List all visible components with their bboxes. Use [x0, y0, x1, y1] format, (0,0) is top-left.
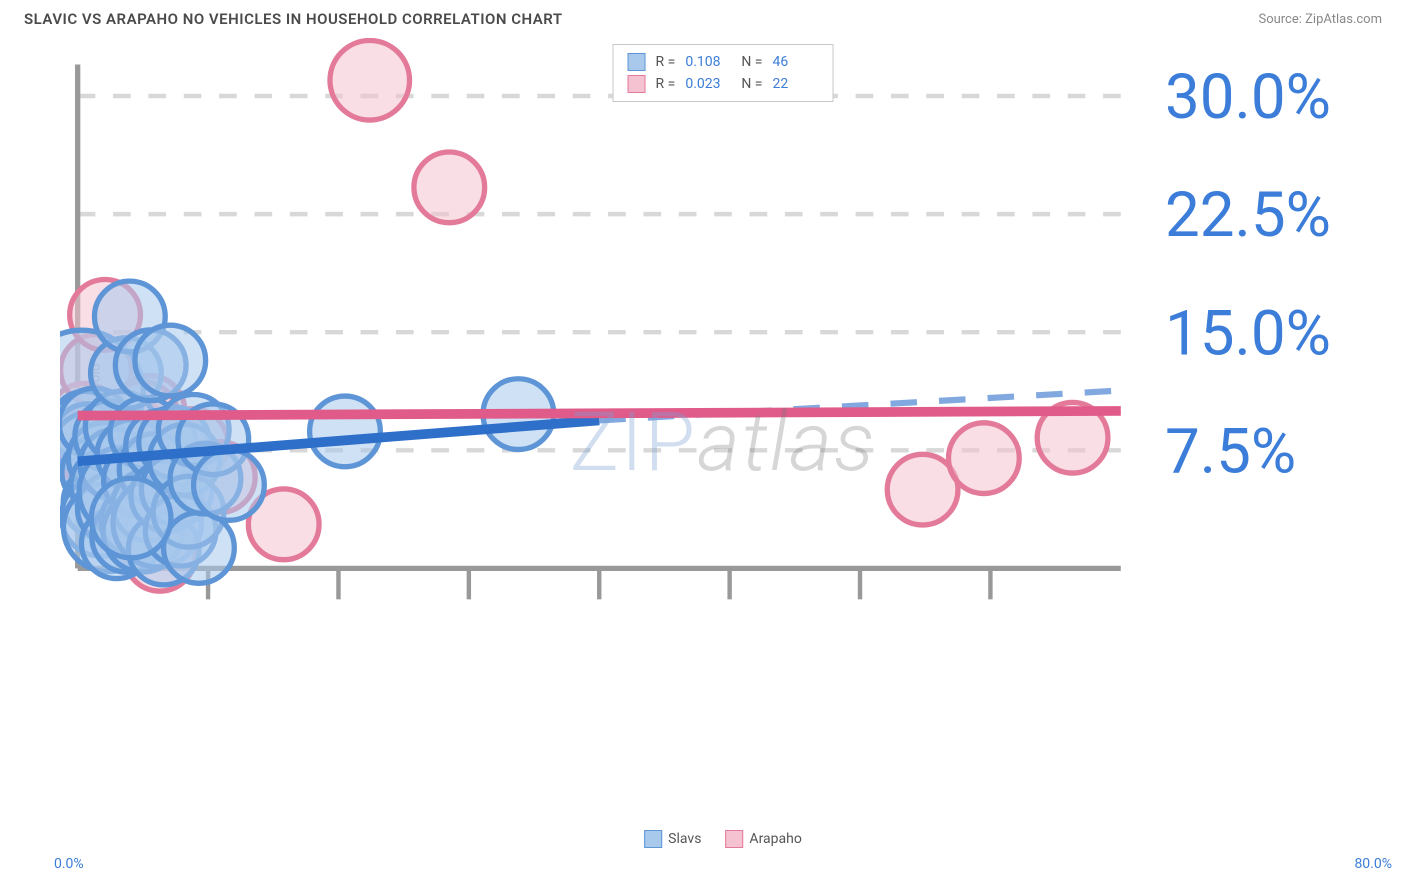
legend-item-arapaho: Arapaho — [725, 830, 801, 848]
r-label: R = — [656, 76, 676, 92]
series-label-arapaho: Arapaho — [749, 831, 801, 847]
source-attribution: Source: ZipAtlas.com — [1258, 12, 1382, 27]
y-tick-label: 15.0% — [1165, 298, 1331, 370]
series-label-slavs: Slavs — [668, 831, 701, 847]
n-value-slavs: 46 — [772, 54, 818, 70]
scatter-point-arapaho — [414, 152, 485, 223]
r-label: R = — [656, 54, 676, 70]
scatter-point-arapaho — [330, 40, 410, 120]
scatter-point-slavs — [310, 396, 381, 467]
scatter-point-slavs — [135, 325, 206, 396]
n-value-arapaho: 22 — [772, 76, 818, 92]
swatch-slavs — [628, 53, 646, 71]
y-tick-label: 7.5% — [1165, 416, 1296, 488]
scatter-point-slavs — [164, 513, 235, 584]
scatter-point-slavs — [194, 450, 265, 521]
r-value-slavs: 0.108 — [685, 54, 731, 70]
legend-stats: R = 0.108 N = 46 R = 0.023 N = 22 — [613, 44, 834, 102]
x-axis-min: 0.0% — [54, 856, 84, 872]
n-label: N = — [741, 76, 762, 92]
swatch-arapaho — [725, 830, 743, 848]
swatch-arapaho — [628, 75, 646, 93]
legend-item-slavs: Slavs — [644, 830, 701, 848]
chart-area: No Vehicles in Household 7.5%15.0%22.5%3… — [60, 38, 1386, 848]
scatter-point-arapaho — [949, 423, 1020, 494]
r-value-arapaho: 0.023 — [685, 76, 731, 92]
n-label: N = — [741, 54, 762, 70]
chart-header: SLAVIC VS ARAPAHO NO VEHICLES IN HOUSEHO… — [0, 0, 1406, 34]
scatter-point-slavs — [91, 478, 171, 558]
y-tick-label: 30.0% — [1165, 62, 1331, 134]
y-tick-label: 22.5% — [1165, 180, 1331, 252]
scatter-plot: 7.5% 15.0% 22.5% 30.0% — [60, 38, 1386, 701]
legend-series: Slavs Arapaho — [636, 828, 810, 850]
legend-row-arapaho: R = 0.023 N = 22 — [628, 73, 819, 95]
x-axis-max: 80.0% — [1354, 856, 1392, 872]
chart-title: SLAVIC VS ARAPAHO NO VEHICLES IN HOUSEHO… — [24, 10, 563, 28]
swatch-slavs — [644, 830, 662, 848]
legend-row-slavs: R = 0.108 N = 46 — [628, 51, 819, 73]
